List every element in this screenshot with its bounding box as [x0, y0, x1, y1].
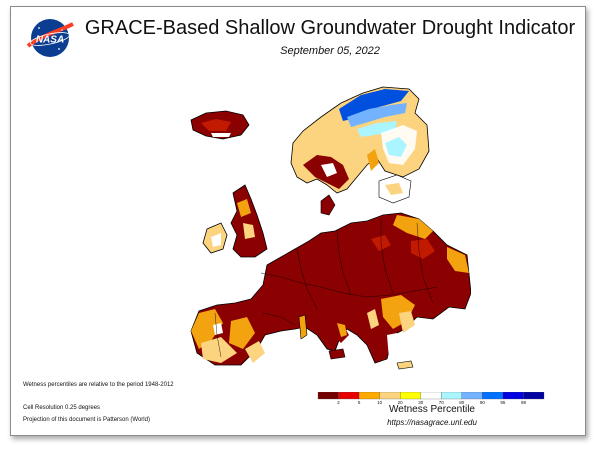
legend-tick-label: 98	[521, 400, 527, 405]
legend-swatch	[317, 392, 339, 400]
map-date: September 05, 2022	[280, 45, 380, 57]
legend-title: Wetness Percentile	[389, 404, 475, 415]
nasa-logo: NASA	[26, 19, 74, 57]
legend-swatch	[523, 392, 545, 400]
legend-swatch	[338, 392, 360, 400]
legend-swatch	[482, 392, 504, 400]
legend-swatch	[502, 392, 524, 400]
projection-note: Projection of this document is Patterson…	[23, 417, 150, 423]
legend-tick-label: 90	[480, 400, 486, 405]
resolution-note: Cell Resolution 0.25 degrees	[23, 405, 101, 411]
legend-swatch	[400, 392, 421, 400]
logo-text: NASA	[36, 35, 64, 46]
great-britain	[230, 184, 268, 258]
legend-tick-label: 5	[358, 400, 361, 405]
legend-tick-label: 2	[337, 400, 340, 405]
map-frame: NASA GRACE-Based Shallow Groundwater Dro…	[10, 6, 586, 436]
legend-tick-label: 20	[398, 400, 404, 405]
legend-tick-label: 95	[500, 400, 506, 405]
legend-tick-label: 80	[459, 400, 465, 405]
wetness-legend: 2 5 10 20 30 70 80 90 95 98	[317, 392, 545, 405]
legend-swatch	[358, 392, 380, 400]
legend-swatch	[379, 392, 401, 400]
corsica-sardinia	[298, 314, 308, 340]
period-note: Wetness percentiles are relative to the …	[23, 382, 174, 388]
europe-drought-map	[190, 86, 471, 370]
legend-tick-label: 30	[418, 400, 424, 405]
legend-tick-label: 70	[439, 400, 445, 405]
legend-swatch	[441, 392, 462, 400]
legend-swatch	[420, 392, 442, 400]
legend-swatch	[461, 392, 483, 400]
source-url: https://nasagrace.unl.edu	[387, 418, 477, 427]
legend-tick-label: 10	[377, 400, 383, 405]
page-title: GRACE-Based Shallow Groundwater Drought …	[84, 17, 576, 39]
